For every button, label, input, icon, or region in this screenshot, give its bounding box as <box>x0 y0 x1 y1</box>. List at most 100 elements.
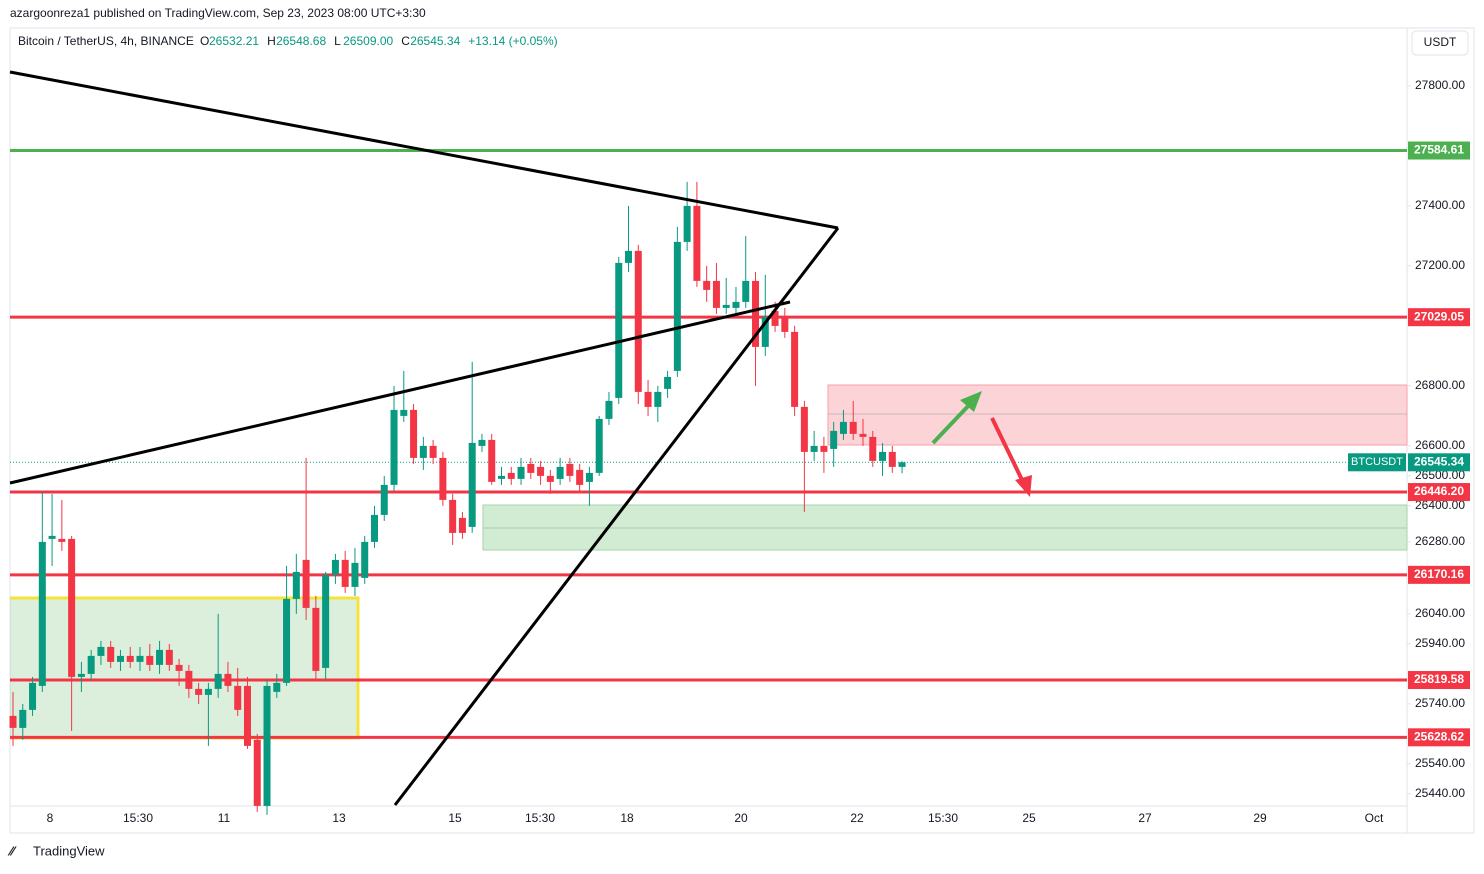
x-tick-label: 11 <box>218 811 231 825</box>
candle-body <box>29 682 37 710</box>
candle-body <box>224 673 232 686</box>
trend-lines <box>9 70 1032 806</box>
candle-body <box>19 709 27 728</box>
arrow-head <box>1015 475 1032 497</box>
arrow-up <box>931 400 974 445</box>
candle-body <box>361 541 369 578</box>
supply-zone <box>827 384 1408 446</box>
candle-body <box>791 331 799 407</box>
level-tag <box>1408 483 1470 502</box>
candle-body <box>771 310 779 326</box>
candle-body <box>673 241 681 371</box>
candle-body <box>752 280 760 347</box>
candle-body <box>576 469 584 485</box>
candle-body <box>722 304 730 308</box>
candle-body <box>507 472 515 479</box>
ohlc-key: H <box>267 34 276 48</box>
candle-body <box>165 649 173 665</box>
change: +13.14 (+0.05%) <box>468 34 557 48</box>
candle-body <box>68 538 76 677</box>
candle-body <box>888 451 896 467</box>
candle-body <box>664 376 672 389</box>
candle-body <box>781 316 789 332</box>
symbol-label: BTCUSDT <box>1351 456 1403 468</box>
candle-body <box>498 475 505 479</box>
symbol-tag <box>1348 453 1406 472</box>
candle-body <box>693 205 701 281</box>
y-tick-label: 25940.00 <box>1415 636 1465 650</box>
candle-body <box>273 682 281 692</box>
ohlc-value: 26548.68 <box>276 34 326 48</box>
x-tick-label: 20 <box>734 811 748 825</box>
y-tick-label: 26400.00 <box>1415 498 1465 512</box>
candle-body <box>146 655 154 665</box>
candle-body <box>859 433 867 437</box>
candle-body <box>898 462 906 467</box>
candle-body <box>87 655 95 674</box>
candle-body <box>234 685 242 710</box>
ohlc-value: 26545.34 <box>410 34 460 48</box>
candle-body <box>615 262 623 398</box>
y-tick-label: 25440.00 <box>1415 786 1465 800</box>
logo: ⁄⁄ <box>7 843 17 858</box>
candle-body <box>703 280 711 290</box>
candle-body <box>77 673 85 677</box>
candle-body <box>195 688 203 695</box>
trend-line <box>9 300 791 485</box>
candle-body <box>429 445 437 458</box>
candle-body <box>126 655 134 662</box>
candle-body <box>546 475 554 482</box>
candle-body <box>849 421 857 434</box>
candle-body <box>478 439 486 446</box>
x-tick-label: 29 <box>1253 811 1267 825</box>
candle-body <box>156 649 164 665</box>
y-tick-label: 26040.00 <box>1415 606 1465 620</box>
currency-button[interactable] <box>1411 30 1469 56</box>
trend-line <box>9 70 839 230</box>
candle-body <box>732 301 740 308</box>
arrow-head <box>960 391 982 412</box>
candle-body <box>400 409 408 416</box>
candle-body <box>439 457 447 500</box>
candle-body <box>654 391 662 407</box>
candle-body <box>341 559 349 587</box>
y-tick-label: 26280.00 <box>1415 534 1465 548</box>
x-tick-label: 15:30 <box>928 811 958 825</box>
level-label: 27029.05 <box>1414 309 1464 323</box>
level-label: 25819.58 <box>1414 672 1464 686</box>
candle-body <box>605 400 613 419</box>
chart-frame <box>9 27 1475 834</box>
arrow-down <box>990 417 1026 485</box>
candle-body <box>742 280 750 302</box>
candle-body <box>566 463 574 476</box>
ohlc-value: 26532.21 <box>209 34 259 48</box>
x-tick-label: 22 <box>850 811 864 825</box>
y-tick-label: 26800.00 <box>1415 378 1465 392</box>
candle-body <box>879 451 887 461</box>
candle-body <box>263 685 271 806</box>
symbol: Bitcoin / TetherUS, 4h, BINANCE <box>18 34 194 48</box>
candle-body <box>585 472 593 482</box>
candle-body <box>322 574 330 668</box>
x-tick-label: 15:30 <box>525 811 555 825</box>
candle-body <box>107 646 115 662</box>
brand: TradingView <box>33 843 105 858</box>
candle-body <box>634 250 642 392</box>
x-tick-label: Oct <box>1365 811 1384 825</box>
x-tick-label: 8 <box>47 811 54 825</box>
y-tick-label: 27400.00 <box>1415 198 1465 212</box>
candle-body <box>537 466 545 476</box>
candle-body <box>800 406 808 452</box>
drawings <box>10 384 1408 740</box>
candle-body <box>351 562 359 587</box>
currency[interactable]: USDT <box>1424 35 1457 49</box>
y-tick-label: 27200.00 <box>1415 258 1465 272</box>
candle-body <box>468 442 476 527</box>
candle-body <box>625 250 633 263</box>
candle-body <box>292 571 300 599</box>
x-tick-label: 18 <box>620 811 634 825</box>
range-zone <box>10 598 358 738</box>
candle-body <box>97 646 105 656</box>
y-tick-label: 26500.00 <box>1415 468 1465 482</box>
